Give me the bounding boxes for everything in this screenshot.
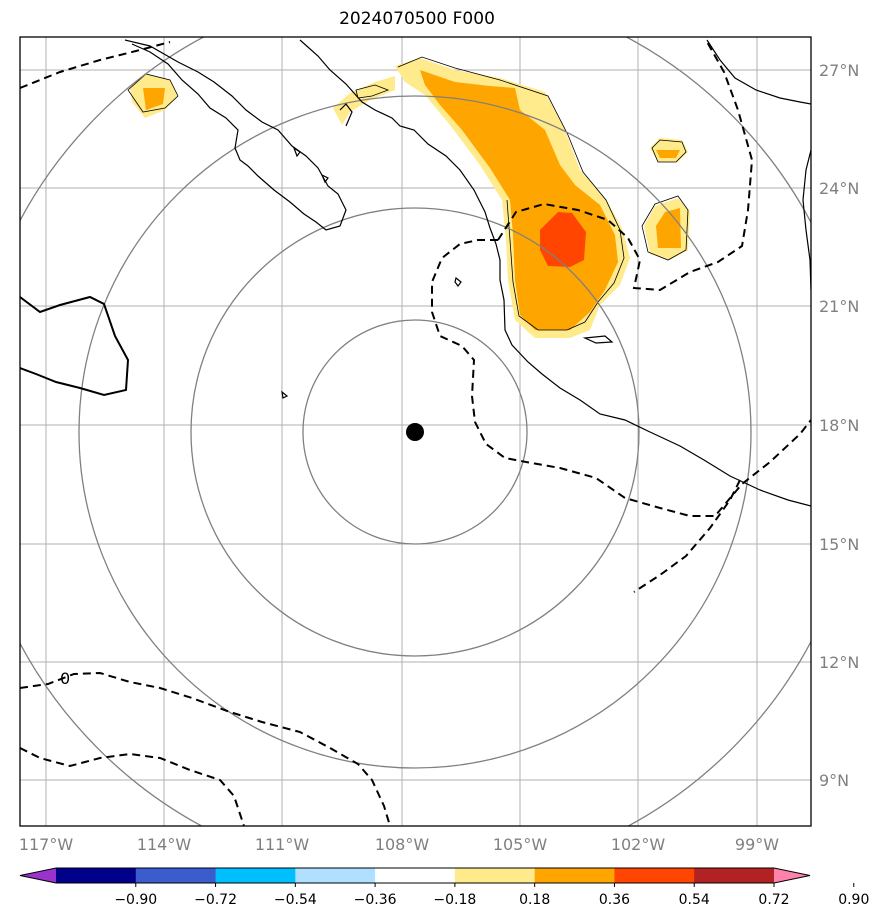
lat-label: 27°N xyxy=(819,61,859,80)
colorbar-cell xyxy=(56,868,137,883)
colorbar-tick-label: −0.90 xyxy=(114,892,157,908)
map-frame xyxy=(19,36,812,827)
colorbar-tick-label: −0.18 xyxy=(433,892,476,908)
colorbar-tick-label: 0.72 xyxy=(758,892,789,908)
coastlines xyxy=(124,39,811,507)
colorbar-tick-label: 0.54 xyxy=(679,892,710,908)
lat-label: 24°N xyxy=(819,179,859,198)
lon-label: 99°W xyxy=(735,835,779,854)
dashed-contours xyxy=(20,39,811,826)
colorbar-cell xyxy=(215,868,296,883)
colorbar-cell xyxy=(295,868,376,883)
lat-label: 18°N xyxy=(819,416,859,435)
colorbar-cell xyxy=(694,868,775,883)
lat-label: 12°N xyxy=(819,653,859,672)
longitude-labels: 117°W 114°W 111°W 108°W 105°W 102°W 99°W xyxy=(19,835,779,854)
lat-label: 9°N xyxy=(819,771,849,790)
colorbar-extend-max xyxy=(774,868,810,883)
colorbar-tick-label: 0.36 xyxy=(599,892,630,908)
colorbar-extend-min xyxy=(20,868,56,883)
colorbar-tick-label: 0.90 xyxy=(838,892,869,908)
storm-center-marker xyxy=(406,423,424,441)
shade-band-high xyxy=(540,212,586,267)
colorbar-tick-label: −0.36 xyxy=(354,892,397,908)
latitude-labels: 27°N 24°N 21°N 18°N 15°N 12°N 9°N xyxy=(819,61,859,790)
contour-label: 0 xyxy=(60,669,70,688)
range-rings xyxy=(20,37,811,826)
shaded-field xyxy=(130,58,690,338)
lat-label: 21°N xyxy=(819,297,859,316)
colorbar-cell xyxy=(135,868,217,883)
colorbar-cell xyxy=(534,868,615,883)
colorbar-tick-label: −0.54 xyxy=(274,892,317,908)
lon-label: 114°W xyxy=(137,835,192,854)
colorbar-tick-label: 0.18 xyxy=(519,892,550,908)
lon-label: 102°W xyxy=(611,835,666,854)
colorbar-cell xyxy=(375,868,456,883)
colorbar: −0.90 −0.72 −0.54 −0.36 −0.18 0.18 0.36 0.54 0.7… xyxy=(19,867,869,908)
colorbar-cell xyxy=(454,868,536,883)
graticule xyxy=(20,37,811,826)
colorbar-outline xyxy=(19,867,811,884)
lon-label: 117°W xyxy=(19,835,74,854)
lon-label: 108°W xyxy=(375,835,430,854)
colorbar-tick-label: −0.72 xyxy=(194,892,237,908)
colorbar-cell xyxy=(614,868,695,883)
map-title: 2024070500 F000 xyxy=(339,9,495,29)
lon-label: 111°W xyxy=(255,835,310,854)
lat-label: 15°N xyxy=(819,535,859,554)
solid-contour xyxy=(20,295,130,397)
lon-label: 105°W xyxy=(493,835,548,854)
